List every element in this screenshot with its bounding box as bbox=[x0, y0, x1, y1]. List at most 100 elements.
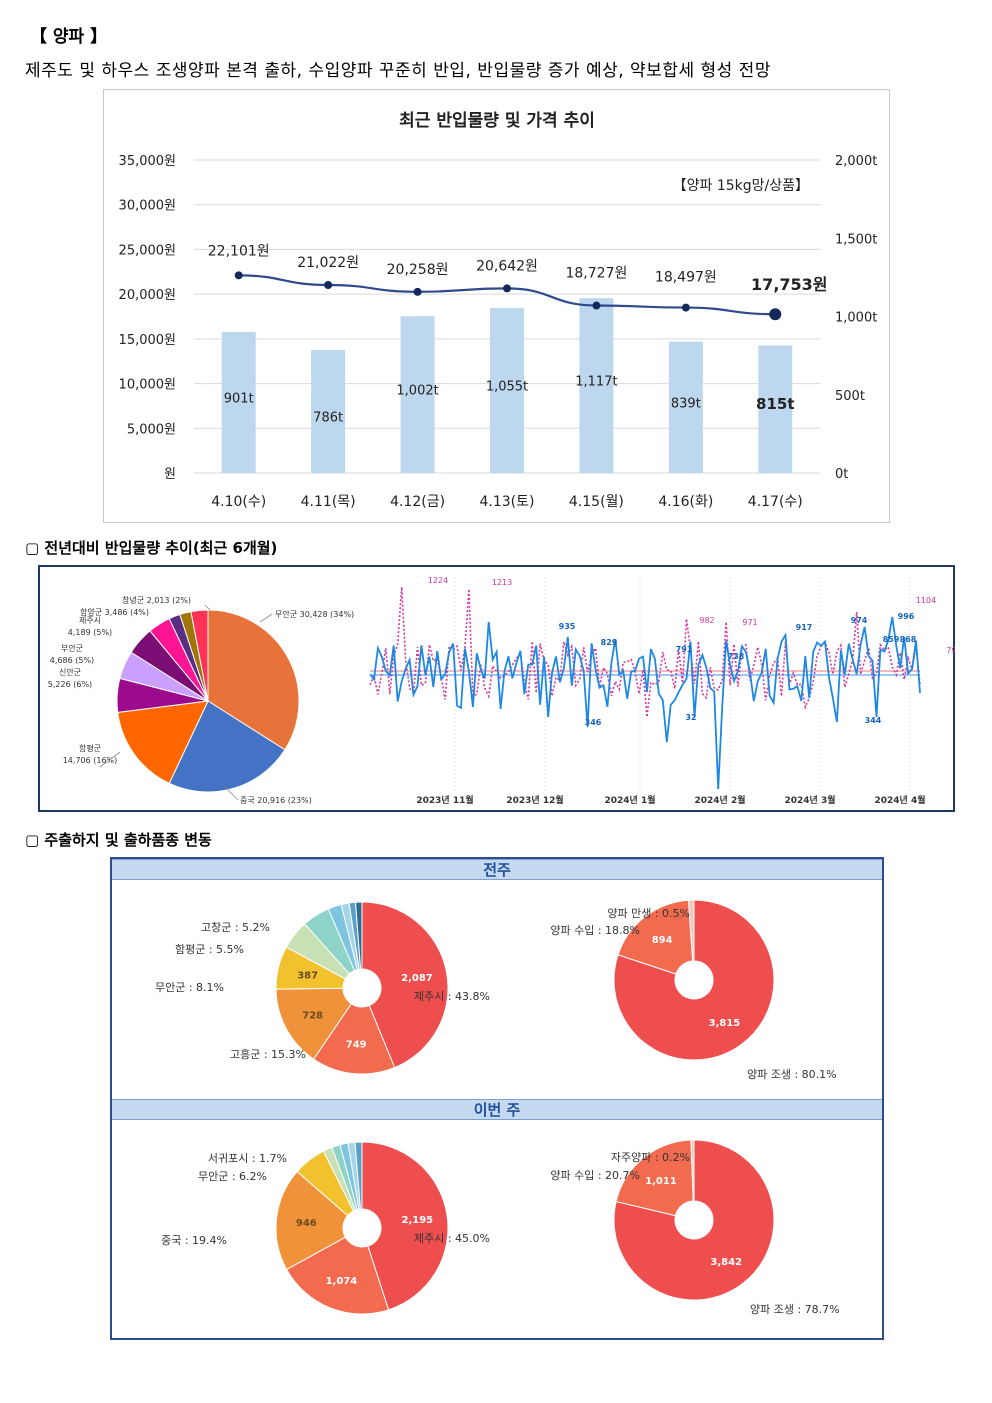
left-axis-tick: 5,000원 bbox=[127, 422, 176, 437]
origin-donut-slice bbox=[354, 1141, 363, 1210]
left-axis-tick: 20,000원 bbox=[119, 288, 176, 303]
left-axis-tick: 15,000원 bbox=[119, 333, 176, 348]
month-label: 2023년 11월 bbox=[416, 794, 473, 806]
variety-label: 양파 수입 : 18.8% bbox=[550, 924, 640, 937]
category-label: 4.11(목) bbox=[301, 494, 356, 510]
price-volume-chart-svg: 최근 반입물량 및 가격 추이 35,000원 30,000원 25,000원 20,0… bbox=[119, 111, 878, 510]
pie-label-name: 신안군 bbox=[59, 667, 81, 677]
section2-title: ▢ 전년대비 반입물량 추이(최근 6개월) bbox=[25, 539, 278, 557]
peak-label-prev: 982 bbox=[699, 616, 714, 625]
peak-label-curr: 935 bbox=[559, 622, 576, 631]
section-title: 【 양파 】 bbox=[30, 27, 108, 47]
volume-bar bbox=[400, 316, 435, 473]
price-label: 18,497원 bbox=[655, 270, 717, 286]
pie-leader bbox=[99, 751, 121, 768]
peak-label-prev: 1213 bbox=[492, 578, 512, 587]
variety-label: 자주양파 : 0.2% bbox=[611, 1151, 690, 1164]
variety-donut-slice bbox=[690, 1139, 695, 1202]
pie-label-name: 부안군 bbox=[61, 643, 83, 653]
pie-label-value: 14,706 (16%) bbox=[63, 756, 118, 765]
left-axis-tick: 35,000원 bbox=[119, 154, 176, 169]
origin-label: 고창군 : 5.2% bbox=[201, 921, 270, 934]
pie-label: 중국 20,916 (23%) bbox=[240, 796, 312, 805]
variety-value: 894 bbox=[652, 935, 673, 946]
price-label: 20,258원 bbox=[387, 262, 449, 278]
price-label: 18,727원 bbox=[565, 266, 627, 282]
chart-unit-note: 【양파 15kg망/상품】 bbox=[673, 178, 809, 194]
right-axis-tick: 500t bbox=[835, 389, 865, 404]
yoy-trend-chart: 2023년 11월 2023년 12월 2024년 1월 2024년 2월 2024년 … bbox=[369, 576, 955, 806]
origin6m-slice bbox=[207, 609, 300, 751]
variety-donut-slice bbox=[613, 899, 775, 1061]
peak-label-prev: 1104 bbox=[916, 596, 936, 605]
peak-label-prev: 797 bbox=[946, 646, 955, 655]
origin-label: 함평군 : 5.5% bbox=[175, 943, 244, 956]
variety-label: 양파 조생 : 78.7% bbox=[750, 1303, 840, 1316]
origin-label: 제주시 : 45.0% bbox=[414, 1232, 490, 1245]
origin-label: 고흥군 : 15.3% bbox=[230, 1047, 306, 1061]
category-label: 4.16(화) bbox=[658, 494, 713, 510]
variety-donut-slice bbox=[617, 899, 694, 975]
pie-label-value: 4,686 (5%) bbox=[50, 656, 94, 665]
origin-donut-slice bbox=[285, 1236, 390, 1315]
variety-value: 3,815 bbox=[709, 1018, 741, 1029]
origin-label: 서귀포시 : 1.7% bbox=[208, 1152, 287, 1165]
origin-value: 728 bbox=[302, 1011, 323, 1022]
variety-value: 3,842 bbox=[710, 1257, 742, 1268]
month-label: 2023년 12월 bbox=[506, 794, 563, 806]
peak-label-curr: 32 bbox=[685, 713, 696, 722]
origin-value: 2,195 bbox=[401, 1215, 433, 1226]
right-axis-tick: 2,000t bbox=[835, 154, 877, 169]
peak-label-curr: 974 bbox=[851, 616, 868, 625]
origin-label: 무안군 : 8.1% bbox=[155, 981, 224, 994]
origin-label: 무안군 : 6.2% bbox=[198, 1170, 267, 1183]
origin-value: 387 bbox=[297, 971, 318, 982]
origin-donut-slice bbox=[361, 1141, 449, 1311]
pie-label-name: 함평군 bbox=[79, 743, 101, 753]
volume-bar bbox=[758, 345, 793, 473]
pie-leader bbox=[259, 613, 273, 623]
volume-bar bbox=[668, 341, 703, 473]
variety-value: 1,011 bbox=[645, 1176, 677, 1187]
curr-year-series bbox=[369, 616, 921, 790]
right-axis-tick: 1,000t bbox=[835, 311, 877, 326]
volume-label: 1,055t bbox=[486, 379, 528, 394]
month-label: 2024년 3월 bbox=[784, 794, 835, 806]
peak-label-curr: 859 bbox=[883, 635, 900, 644]
month-label: 2024년 4월 bbox=[874, 794, 925, 806]
this-week-header: 이번 주 bbox=[112, 1099, 882, 1120]
origin-donut-slice bbox=[354, 901, 363, 970]
pie-label-value: 4,189 (5%) bbox=[68, 628, 112, 637]
left-axis-tick: 30,000원 bbox=[119, 199, 176, 214]
price-label: 22,101원 bbox=[208, 243, 270, 259]
peak-label-curr: 996 bbox=[898, 612, 915, 621]
pie-leader bbox=[224, 786, 239, 801]
peak-label-curr: 344 bbox=[865, 716, 882, 725]
price-point bbox=[413, 287, 422, 296]
category-label: 4.15(월) bbox=[569, 494, 624, 510]
pie-label-name: 제주시 bbox=[79, 616, 101, 625]
variety-donut-slice bbox=[687, 899, 695, 962]
volume-bar bbox=[579, 298, 614, 473]
variety-label: 양파 만생 : 0.5% bbox=[607, 907, 690, 920]
volume-bar bbox=[311, 349, 346, 473]
month-label: 2024년 2월 bbox=[694, 794, 745, 806]
peak-label-prev: 1224 bbox=[428, 576, 448, 585]
prev-week-header: 전주 bbox=[112, 859, 882, 880]
section3-title: ▢ 주출하지 및 출하품종 변동 bbox=[25, 831, 212, 849]
category-label: 4.13(토) bbox=[480, 494, 535, 510]
price-point bbox=[592, 301, 601, 310]
pie-leader bbox=[204, 604, 211, 611]
volume-label: 786t bbox=[313, 410, 343, 425]
peak-label-curr: 829 bbox=[601, 638, 618, 647]
variety-donut-slice bbox=[615, 1139, 694, 1217]
volume-label: 815t bbox=[756, 395, 794, 413]
peak-label-prev: 971 bbox=[742, 618, 757, 627]
origin-value: 749 bbox=[346, 1040, 367, 1051]
origin6m-slice bbox=[168, 700, 286, 793]
pie-label: 함양군 3,486 (4%) bbox=[80, 608, 149, 617]
origin-donut-slice bbox=[361, 901, 449, 1069]
origin-label: 제주시 : 43.8% bbox=[414, 990, 490, 1003]
